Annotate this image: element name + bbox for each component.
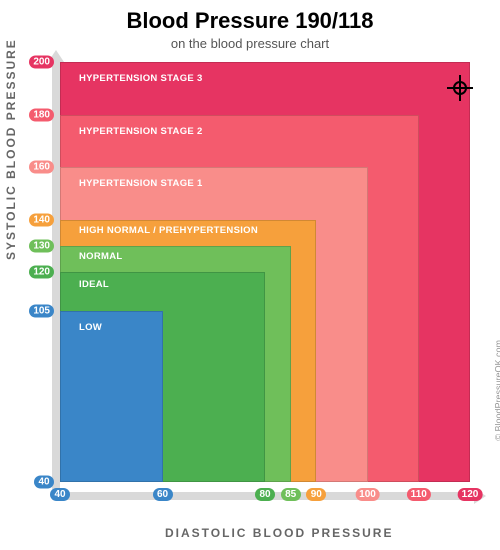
x-tick: 110 (407, 488, 431, 501)
y-tick: 120 (29, 266, 54, 279)
x-tick: 85 (281, 488, 301, 501)
title-prefix: Blood Pressure (126, 8, 295, 33)
zone-label: IDEAL (79, 279, 109, 290)
x-axis-label: DIASTOLIC BLOOD PRESSURE (165, 526, 393, 540)
y-tick: 105 (29, 305, 54, 318)
reading-marker (447, 75, 473, 101)
y-tick: 130 (29, 239, 54, 252)
y-tick: 140 (29, 213, 54, 226)
zone-label: HYPERTENSION STAGE 1 (79, 178, 203, 189)
x-tick: 40 (50, 488, 70, 501)
zone-low: LOW (60, 311, 163, 482)
zone-label: LOW (79, 322, 102, 333)
x-tick: 80 (255, 488, 275, 501)
chart-title: Blood Pressure 190/118 (0, 0, 500, 34)
y-tick: 160 (29, 161, 54, 174)
y-tick: 40 (34, 476, 54, 489)
y-tick: 200 (29, 56, 54, 69)
zone-label: HIGH NORMAL / PREHYPERTENSION (79, 225, 258, 236)
title-value: 190/118 (295, 8, 373, 33)
y-tick: 180 (29, 108, 54, 121)
y-axis-label: SYSTOLIC BLOOD PRESSURE (4, 38, 18, 260)
bp-chart-card: Blood Pressure 190/118 on the blood pres… (0, 0, 500, 550)
zone-label: NORMAL (79, 251, 123, 262)
x-tick: 100 (355, 488, 380, 501)
credit-text: © BloodPressureOK.com (494, 340, 500, 441)
plot-area: HYPERTENSION STAGE 3 HYPERTENSION STAGE 2… (60, 62, 470, 482)
x-tick: 60 (153, 488, 173, 501)
zone-label: HYPERTENSION STAGE 2 (79, 126, 203, 137)
x-tick: 120 (458, 488, 483, 501)
chart-subtitle: on the blood pressure chart (0, 36, 500, 51)
x-tick: 90 (306, 488, 326, 501)
zone-label: HYPERTENSION STAGE 3 (79, 73, 203, 84)
